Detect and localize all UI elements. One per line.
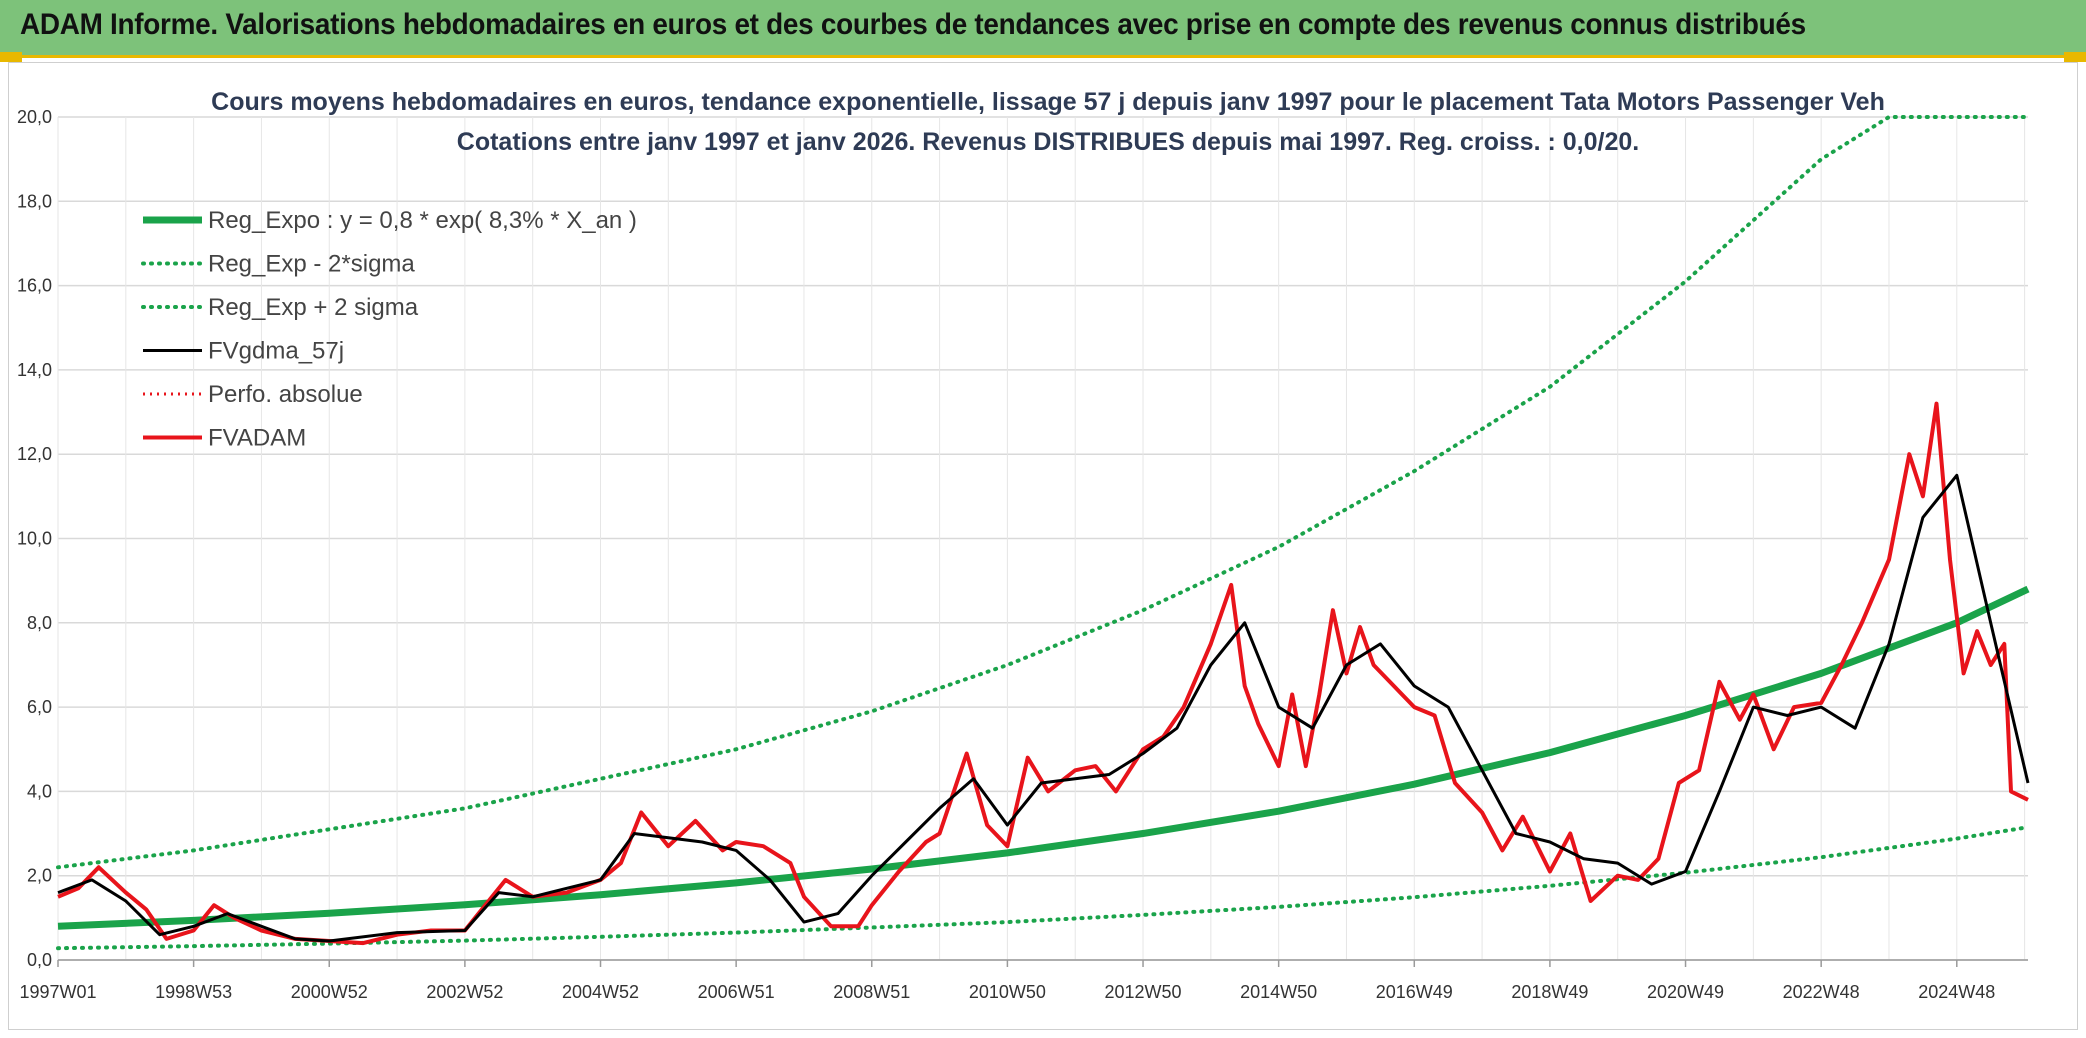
x-tick-label: 2018W49 [1511,982,1588,1002]
series-line-price [57,401,2029,946]
x-axis-ticks: 1997W01 1998W53 2000W52 2002W52 2004W52 2006W… [19,960,1995,1002]
y-tick-label: 14,0 [17,360,52,380]
x-tick-label: 2006W51 [698,982,775,1002]
x-tick-label: 2012W50 [1104,982,1181,1002]
x-tick-label: 2008W51 [833,982,910,1002]
x-tick-label: 2002W52 [426,982,503,1002]
report-banner: ADAM Informe. Valorisations hebdomadaire… [0,0,2086,58]
x-tick-label: 1998W53 [155,982,232,1002]
x-tick-label: 2000W52 [291,982,368,1002]
x-tick-label: 1997W01 [19,982,96,1002]
y-tick-label: 0,0 [27,950,52,970]
y-tick-label: 12,0 [17,444,52,464]
banner-accent-left [0,52,22,62]
series-line-dotted-green [56,115,2030,870]
series-line-smooth [57,473,2030,943]
x-tick-label: 2014W50 [1240,982,1317,1002]
y-tick-label: 18,0 [17,191,52,211]
x-tick-label: 2010W50 [969,982,1046,1002]
x-tick-label: 2004W52 [562,982,639,1002]
y-tick-label: 20,0 [17,107,52,127]
gridlines [57,116,2028,961]
y-tick-label: 16,0 [17,276,52,296]
legend-label: FVADAM [208,425,306,452]
chart-title: Cours moyens hebdomadaires en euros, ten… [211,88,1885,116]
y-axis-ticks: 0,0 2,0 4,0 6,0 8,0 10,0 12,0 14,0 16,0 18,0 20,0 [17,107,52,970]
legend-label: FVgdma_57j [208,338,344,365]
legend-label: Reg_Exp + 2 sigma [208,294,419,321]
x-tick-label: 2024W48 [1918,982,1995,1002]
banner-accent-right [2064,52,2086,62]
legend-label: Perfo. absolue [208,381,363,408]
x-tick-label: 2022W48 [1783,982,1860,1002]
x-tick-label: 2016W49 [1376,982,1453,1002]
chart-legend: Reg_Expo : y = 0,8 * exp( 8,3% * X_an ) R… [141,207,637,452]
y-tick-label: 10,0 [17,529,52,549]
y-tick-label: 4,0 [27,781,52,801]
series-line-dotted-green [56,825,2030,951]
legend-label: Reg_Exp - 2*sigma [208,251,415,278]
y-tick-label: 2,0 [27,866,52,886]
report-title: ADAM Informe. Valorisations hebdomadaire… [20,8,1806,41]
y-tick-label: 8,0 [27,613,52,633]
y-tick-label: 6,0 [27,697,52,717]
chart-frame [8,62,2078,1030]
x-tick-label: 2020W49 [1647,982,1724,1002]
series-lines [56,115,2030,951]
legend-label: Reg_Expo : y = 0,8 * exp( 8,3% * X_an ) [208,207,637,234]
chart-subtitle: Cotations entre janv 1997 et janv 2026. … [457,128,1639,156]
